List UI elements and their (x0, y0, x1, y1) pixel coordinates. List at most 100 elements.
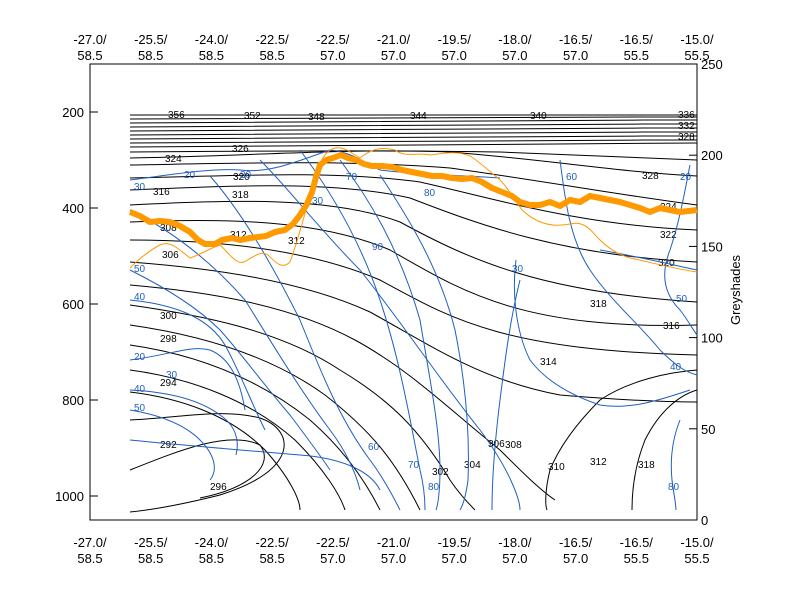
right-y-tick-label: 200 (701, 148, 723, 163)
theta-label: 352 (244, 111, 261, 122)
theta-line (129, 150, 698, 177)
theta-line (129, 174, 698, 231)
humidity-line (379, 174, 469, 511)
theta-line (129, 135, 698, 140)
theta-line (631, 389, 698, 511)
bottom-x-tick-label-lon: -25.5/ (134, 535, 168, 550)
right-y-axis-labels: 0 50 100 150 200 250 (701, 57, 723, 528)
bottom-x-tick-label-lat: 57.0 (442, 551, 467, 566)
theta-label: 332 (678, 121, 695, 132)
theta-line (129, 131, 698, 136)
humidity-label: 80 (424, 188, 436, 199)
top-x-tick-label-lon: -24.0/ (195, 32, 229, 47)
theta-line (129, 200, 698, 303)
humidity-line (129, 389, 238, 456)
top-x-tick-label-lat: 58.5 (259, 48, 284, 63)
bottom-x-tick-label-lon: -22.5/ (255, 535, 289, 550)
humidity-label: 30 (166, 370, 178, 381)
top-x-tick-label-lat: 57.0 (320, 48, 345, 63)
theta-label: 344 (410, 111, 427, 122)
right-y-tick-label: 0 (701, 513, 708, 528)
theta-label: 294 (160, 378, 177, 389)
humidity-label: 90 (372, 242, 384, 253)
humidity-line (129, 209, 361, 491)
humidity-label: 20 (184, 170, 196, 181)
top-x-tick-label-lat: 58.5 (199, 48, 224, 63)
humidity-label: 80 (428, 482, 440, 493)
right-y-tick-label: 150 (701, 239, 723, 254)
bottom-x-tick-label-lat: 58.5 (77, 551, 102, 566)
theta-label: 312 (230, 230, 247, 241)
theta-label: 328 (678, 132, 695, 143)
top-x-tick-label-lon: -22.5/ (255, 32, 289, 47)
bottom-x-tick-label-lat: 55.5 (624, 551, 649, 566)
theta-line (129, 304, 476, 511)
humidity-line (299, 149, 426, 511)
left-y-tick-label: 800 (62, 393, 84, 408)
theta-label: 316 (663, 321, 680, 332)
theta-label: 322 (660, 230, 677, 241)
orange-thin-line (129, 147, 698, 273)
humidity-label: 30 (312, 196, 324, 207)
left-y-tick-label: 400 (62, 201, 84, 216)
theta-label: 300 (160, 311, 177, 322)
bottom-x-tick-label-lon: -21.0/ (377, 535, 411, 550)
top-x-axis-labels: -27.0/58.5-25.5/58.5-24.0/58.5-22.5/58.5… (73, 32, 714, 63)
bottom-x-tick-label-lat: 57.0 (381, 551, 406, 566)
theta-line (129, 123, 698, 128)
humidity-label: 20 (134, 352, 146, 363)
humidity-label: 50 (134, 264, 146, 275)
theta-label: 304 (464, 460, 481, 471)
bottom-x-tick-label-lat: 57.0 (502, 551, 527, 566)
humidity-label: 70 (346, 172, 358, 183)
theta-line (129, 185, 698, 263)
bottom-x-tick-label-lat: 55.5 (684, 551, 709, 566)
theta-label: 318 (590, 299, 607, 310)
humidity-line (129, 348, 246, 411)
humidity-line (129, 299, 266, 431)
top-x-tick-label-lat: 55.5 (624, 48, 649, 63)
top-x-tick-label-lat: 55.5 (684, 48, 709, 63)
theta-label: 296 (210, 482, 227, 493)
humidity-label: 50 (676, 294, 688, 305)
bottom-x-tick-label-lat: 57.0 (563, 551, 588, 566)
humidity-line (339, 159, 441, 511)
theta-line (129, 150, 698, 161)
bottom-x-tick-label-lat: 58.5 (138, 551, 163, 566)
theta-label: 326 (232, 144, 249, 155)
theta-label: 336 (678, 110, 695, 121)
humidity-labels: 20 30 30 30 70 80 90 30 60 20 50 40 50 4… (134, 170, 692, 493)
theta-line (129, 219, 698, 326)
humidity-line (559, 159, 698, 376)
humidity-line (129, 409, 215, 481)
left-y-axis-labels: 200 400 600 800 1000 (55, 105, 84, 504)
theta-line (129, 344, 381, 511)
theta-line (129, 142, 698, 148)
top-x-tick-label-lon: -16.5/ (620, 32, 654, 47)
left-y-tick-label: 600 (62, 297, 84, 312)
humidity-line (664, 164, 698, 336)
top-x-tick-label-lon: -18.0/ (498, 32, 532, 47)
theta-labels: 356 352 348 344 340 336 332 328 326 324 … (153, 110, 695, 493)
humidity-line (513, 259, 691, 407)
orange-thick-line (128, 152, 698, 247)
humidity-label: 40 (670, 362, 682, 373)
right-y-tick-label: 50 (701, 422, 715, 437)
bottom-x-tick-label-lon: -24.0/ (195, 535, 229, 550)
top-x-tick-label-lon: -15.0/ (680, 32, 714, 47)
theta-line (129, 116, 698, 120)
theta-label: 348 (308, 112, 325, 123)
theta-contours (129, 114, 698, 513)
bottom-x-tick-label-lon: -19.5/ (438, 535, 472, 550)
right-axis-title: Greyshades (728, 254, 743, 325)
theta-label: 318 (232, 190, 249, 201)
top-x-tick-label-lat: 57.0 (442, 48, 467, 63)
theta-line (129, 139, 698, 144)
humidity-label: 70 (408, 460, 420, 471)
humidity-line (599, 249, 698, 271)
humidity-line (670, 419, 681, 511)
theta-line (129, 261, 698, 403)
theta-label: 306 (162, 250, 179, 261)
theta-label: 312 (590, 457, 607, 468)
